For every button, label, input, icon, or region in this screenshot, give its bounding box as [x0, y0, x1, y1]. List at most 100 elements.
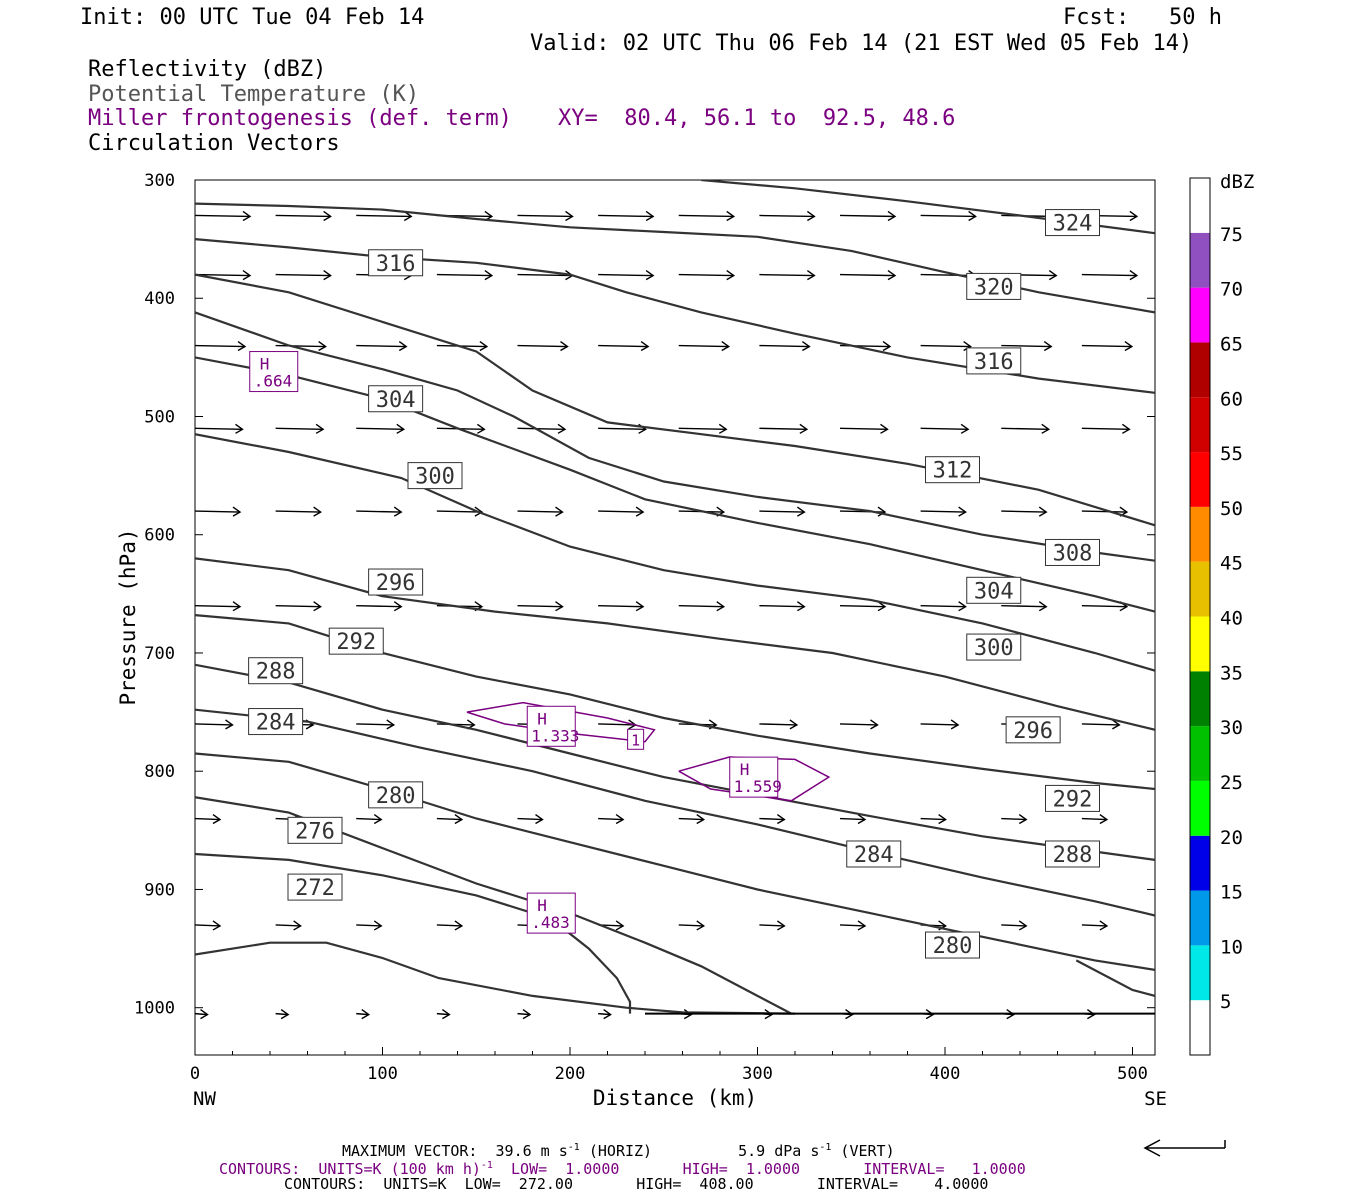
vector-head	[232, 506, 242, 517]
circulation-vector	[1001, 427, 1049, 431]
vector-head	[645, 210, 655, 222]
vector-head	[323, 270, 332, 281]
circulation-vector	[356, 427, 404, 431]
circulation-vector	[436, 924, 462, 927]
colorbar-level-label: 45	[1220, 553, 1243, 575]
theta-label-316: 316	[376, 252, 416, 277]
x-tick-label: 300	[742, 1064, 773, 1084]
vector-head	[386, 719, 396, 730]
frontogenesis-max-box	[249, 351, 299, 393]
theta-label-box	[966, 633, 1022, 661]
theta-contour-276	[195, 796, 792, 1015]
x-tick-label: 400	[930, 1064, 961, 1084]
circulation-vector	[759, 817, 785, 821]
vector-head	[280, 1009, 290, 1020]
vector-head	[877, 601, 887, 612]
theta-label-box	[966, 576, 1022, 604]
y-tick-label: 900	[144, 880, 175, 900]
theta-contour-300	[195, 433, 1155, 672]
circulation-vector	[598, 1012, 611, 1016]
x-tick-label: 500	[1117, 1064, 1148, 1084]
circulation-vector	[1001, 817, 1027, 821]
frontogenesis-max-value: .483	[531, 913, 570, 932]
vector-head	[1129, 210, 1139, 222]
vector-head	[398, 340, 408, 352]
theta-label-box	[328, 627, 384, 655]
circulation-vector	[839, 427, 888, 431]
colorbar-cell	[1190, 835, 1210, 891]
circulation-vector	[920, 817, 946, 821]
frontogenesis-max-value: 1.333	[531, 726, 579, 745]
frontogenesis-max-label: H	[537, 709, 547, 728]
vector-head	[887, 270, 897, 281]
theta-contour-296	[195, 557, 1155, 731]
theta-label-304: 304	[974, 579, 1014, 604]
theta-contour-info: CONTOURS: UNITS=K LOW= 272.00 HIGH= 408.…	[284, 1175, 989, 1193]
vector-head	[242, 270, 252, 281]
vector-head	[373, 920, 383, 931]
theta-label-box	[368, 568, 424, 596]
circulation-vector	[1081, 510, 1127, 513]
circulation-vector	[759, 723, 797, 726]
theta-contour-272	[195, 852, 632, 1014]
vector-head	[1124, 340, 1134, 352]
theta-label-box	[368, 385, 424, 413]
circulation-vector	[517, 273, 573, 277]
vector-head	[776, 920, 786, 931]
vector-head	[1111, 719, 1121, 730]
vector-head	[313, 506, 322, 517]
vector-head	[235, 423, 244, 434]
theta-label-272: 272	[295, 876, 335, 901]
vector-head	[396, 423, 406, 434]
vector-head	[393, 506, 403, 517]
colorbar-level-label: 25	[1220, 772, 1243, 794]
circulation-vector	[275, 273, 331, 277]
theta-label-324: 324	[1053, 212, 1093, 237]
init-time: Init: 00 UTC Tue 04 Feb 14	[80, 5, 425, 30]
vector-head	[555, 506, 564, 517]
theta-label-288: 288	[256, 660, 296, 685]
vector-head	[1043, 340, 1053, 352]
x-end-label-se: SE	[1144, 1088, 1167, 1110]
vector-head	[1099, 920, 1109, 931]
theta-label-296: 296	[1013, 719, 1053, 744]
vector-head	[615, 920, 625, 931]
circulation-vector	[195, 723, 233, 726]
circulation-vector	[275, 214, 331, 218]
circulation-vector	[356, 214, 412, 218]
circulation-vector	[598, 723, 636, 726]
colorbar-cell	[1190, 232, 1210, 288]
colorbar-cell	[1190, 178, 1210, 233]
theta-label-296: 296	[376, 571, 416, 596]
vector-head	[726, 210, 736, 222]
theta-label-312: 312	[933, 459, 973, 484]
x-end-label-nw: NW	[193, 1088, 216, 1110]
frontogenesis-max-value: 1.559	[734, 777, 782, 796]
theta-label-box	[1005, 716, 1061, 744]
colorbar-level-label: 30	[1220, 717, 1243, 739]
theta-label-box	[1045, 840, 1100, 868]
colorbar-cell	[1190, 1000, 1210, 1055]
x-tick-label: 0	[190, 1064, 200, 1084]
theta-label-box	[846, 840, 902, 868]
theta-label-box	[1045, 538, 1100, 566]
vector-head	[796, 506, 806, 517]
circulation-vector	[275, 604, 321, 608]
vector-head	[293, 920, 302, 931]
field-circulation-vectors: Circulation Vectors	[88, 131, 340, 156]
theta-contour-288	[195, 663, 1155, 861]
colorbar-frame	[1189, 177, 1211, 1056]
frontogenesis-max-label: H	[740, 760, 750, 779]
colorbar-level-label: 5	[1220, 991, 1231, 1013]
vector-head	[696, 813, 706, 825]
circulation-vector	[598, 273, 654, 277]
frontogenesis-contour-label: 1	[631, 731, 640, 749]
theta-label-box	[287, 816, 343, 844]
vector-head	[361, 1009, 371, 1020]
theta-label-box	[368, 781, 424, 809]
vector-head	[887, 210, 897, 222]
max-vector-info: MAXIMUM VECTOR: 39.6 m s-1 (HORIZ) 5.9 dP…	[342, 1142, 895, 1160]
frontogenesis-max-box	[526, 705, 576, 747]
circulation-vector	[1081, 723, 1120, 726]
circulation-vector	[275, 1012, 289, 1016]
